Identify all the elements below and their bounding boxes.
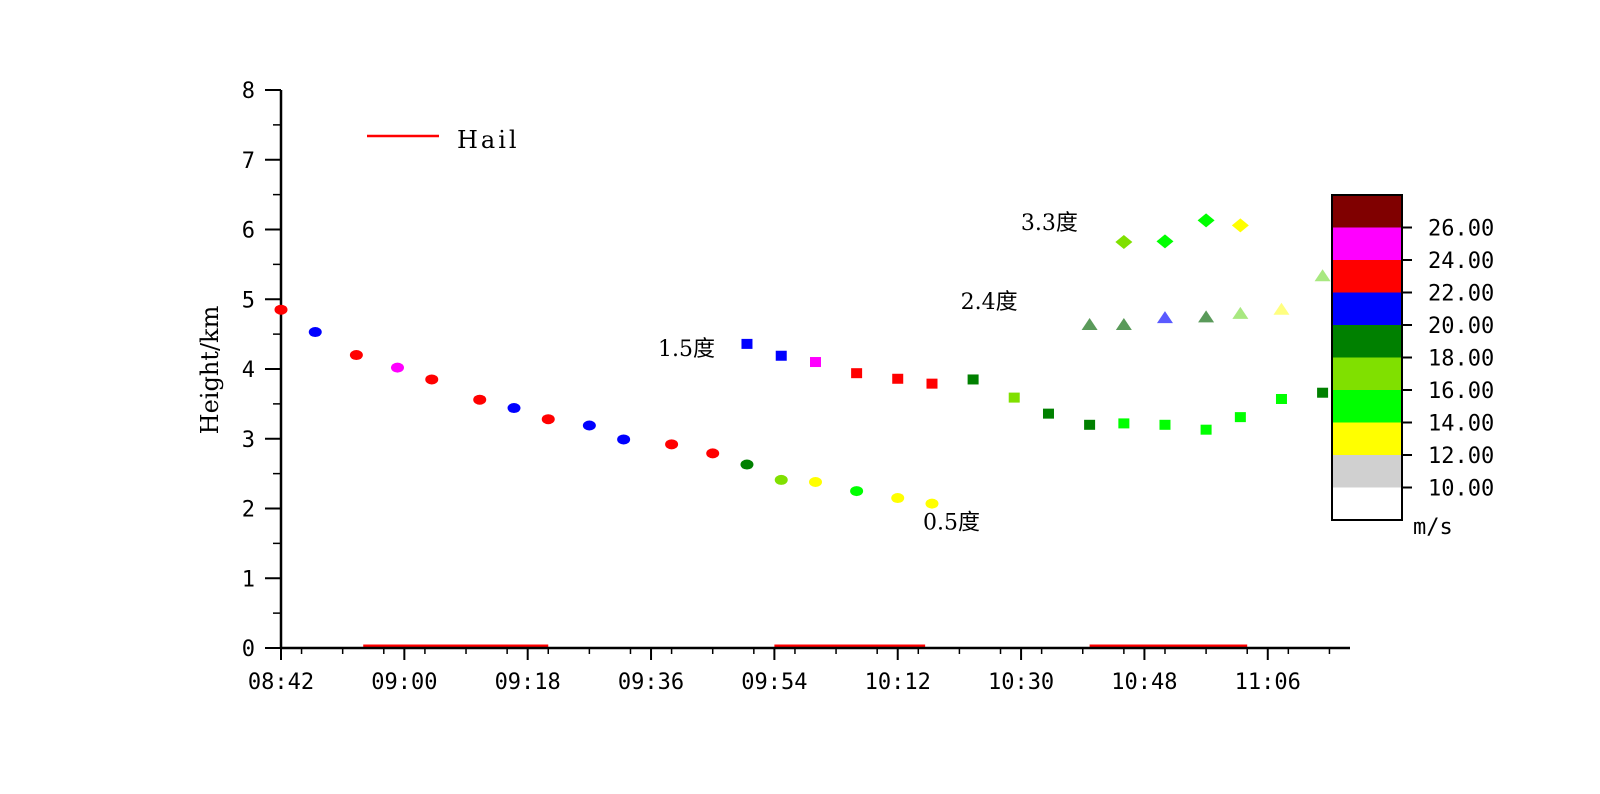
- data-point-circle: [308, 327, 322, 338]
- data-point-diamond: [1197, 213, 1215, 228]
- colorbar-bin: [1332, 390, 1402, 423]
- data-point-square: [775, 350, 787, 361]
- data-point-circle: [665, 439, 679, 450]
- data-point-circle: [425, 374, 439, 385]
- data-point-square: [1275, 393, 1287, 404]
- data-point-square: [926, 378, 938, 389]
- data-point-circle: [891, 493, 905, 504]
- data-point-square: [1118, 418, 1130, 429]
- colorbar-bin: [1332, 292, 1402, 325]
- data-point-circle: [740, 459, 754, 470]
- series-label: 0.5度: [923, 511, 980, 536]
- data-point-triangle: [1232, 306, 1249, 319]
- data-point-triangle: [1156, 311, 1173, 324]
- data-point-circle: [925, 498, 939, 509]
- data-point-diamond: [1231, 218, 1249, 233]
- data-point-circle: [582, 420, 596, 431]
- y-tick-label: 4: [242, 358, 255, 383]
- data-point-circle: [473, 394, 487, 405]
- y-axis-ticks: 0 1 2 3 4 5 6 7 8: [242, 79, 281, 662]
- data-point-triangle: [1273, 302, 1290, 315]
- data-point-circle: [349, 350, 363, 361]
- y-tick-label: 1: [242, 567, 255, 592]
- x-tick-label: 09:36: [618, 670, 684, 695]
- data-point-circle: [541, 414, 555, 425]
- colorbar-bin: [1332, 325, 1402, 358]
- colorbar-bin: [1332, 422, 1402, 455]
- data-point-square: [967, 374, 979, 385]
- y-tick-label: 7: [242, 149, 255, 174]
- data-point-circle: [390, 362, 404, 373]
- series-label: 2.4度: [961, 290, 1018, 315]
- x-tick-label: 11:06: [1235, 670, 1301, 695]
- data-point-circle: [274, 304, 288, 315]
- x-tick-label: 10:12: [865, 670, 931, 695]
- colorbar-tick-label: 26.00: [1428, 217, 1494, 242]
- colorbar-unit: m/s: [1413, 515, 1453, 540]
- x-tick-label: 09:00: [371, 670, 437, 695]
- legend: Hail: [367, 126, 520, 154]
- data-point-square: [1200, 424, 1212, 435]
- colorbar-bin: [1332, 455, 1402, 488]
- y-axis-title: Height/km: [196, 305, 224, 434]
- colorbar-tick-label: 10.00: [1428, 477, 1494, 502]
- y-tick-label: 6: [242, 219, 255, 244]
- data-point-diamond: [1115, 235, 1133, 250]
- colorbar-tick-label: 14.00: [1428, 412, 1494, 437]
- data-point-triangle: [1314, 269, 1331, 282]
- colorbar-bin: [1332, 260, 1402, 293]
- data-point-diamond: [1156, 234, 1174, 249]
- colorbar-tick-label: 22.00: [1428, 282, 1494, 307]
- data-point-square: [1084, 419, 1096, 430]
- colorbar-bin: [1332, 487, 1402, 520]
- data-point-square: [1008, 392, 1020, 403]
- colorbar-tick-label: 12.00: [1428, 444, 1494, 469]
- colorbar-bin: [1332, 195, 1402, 228]
- x-tick-label: 10:48: [1111, 670, 1177, 695]
- data-point-triangle: [1115, 318, 1132, 331]
- colorbar-tick-label: 18.00: [1428, 347, 1494, 372]
- series-labels: 0.5度 1.5度 2.4度 3.3度: [658, 211, 1078, 536]
- data-point-triangle: [1081, 318, 1098, 331]
- axes: [279, 90, 1350, 650]
- data-point-square: [741, 338, 753, 349]
- data-point-triangle: [1198, 310, 1215, 323]
- data-point-square: [892, 373, 904, 384]
- data-point-circle: [706, 448, 720, 459]
- data-point-circle: [507, 403, 521, 414]
- series-label: 1.5度: [658, 337, 715, 362]
- y-tick-label: 2: [242, 498, 255, 523]
- series-label: 3.3度: [1021, 211, 1078, 236]
- colorbar-tick-label: 20.00: [1428, 314, 1494, 339]
- data-point-square: [851, 368, 863, 379]
- data-point-circle: [850, 486, 864, 497]
- x-axis-ticks: 08:42 09:00 09:18 09:36 09:54 10:12 10:30 10:48…: [248, 648, 1331, 695]
- x-tick-label: 10:30: [988, 670, 1054, 695]
- data-point-square: [1317, 387, 1329, 398]
- data-point-circle: [774, 474, 788, 485]
- x-tick-label: 09:54: [741, 670, 807, 695]
- colorbar-bin: [1332, 227, 1402, 260]
- data-point-square: [1234, 412, 1246, 423]
- y-tick-label: 8: [242, 79, 255, 104]
- y-tick-label: 0: [242, 637, 255, 662]
- legend-hail-label: Hail: [457, 126, 520, 154]
- data-point-square: [810, 357, 821, 368]
- y-tick-label: 3: [242, 428, 255, 453]
- colorbar: 26.00 24.00 22.00 20.00 18.00 16.00 14.00 12.00…: [1331, 194, 1494, 521]
- data-point-circle: [617, 434, 631, 445]
- data-point-square: [1042, 408, 1054, 419]
- x-tick-label: 09:18: [495, 670, 561, 695]
- y-tick-label: 5: [242, 288, 255, 313]
- colorbar-tick-label: 16.00: [1428, 379, 1494, 404]
- colorbar-bin: [1332, 357, 1402, 390]
- data-series: [274, 213, 1331, 509]
- data-point-circle: [809, 476, 822, 487]
- x-tick-label: 08:42: [248, 670, 314, 695]
- colorbar-tick-label: 24.00: [1428, 249, 1494, 274]
- data-point-square: [1159, 419, 1171, 430]
